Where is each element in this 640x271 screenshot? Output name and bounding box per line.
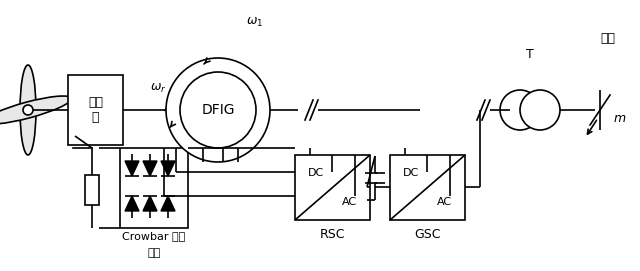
Text: RSC: RSC <box>320 227 345 240</box>
Polygon shape <box>143 196 157 211</box>
Polygon shape <box>125 196 139 211</box>
Text: m: m <box>614 111 626 124</box>
Polygon shape <box>161 161 175 176</box>
Text: DC: DC <box>308 168 324 178</box>
Ellipse shape <box>20 65 36 155</box>
Text: AC: AC <box>436 197 452 207</box>
Bar <box>85 175 99 205</box>
Polygon shape <box>125 161 139 176</box>
Text: 电路: 电路 <box>147 248 161 258</box>
Bar <box>68 75 123 145</box>
Text: DC: DC <box>403 168 419 178</box>
Circle shape <box>180 72 256 148</box>
Bar <box>120 148 188 228</box>
Polygon shape <box>143 161 157 176</box>
Circle shape <box>500 90 540 130</box>
Text: 齿轮
箱: 齿轮 箱 <box>88 96 103 124</box>
Ellipse shape <box>0 96 72 124</box>
Text: GSC: GSC <box>414 227 441 240</box>
Bar <box>390 155 465 220</box>
Text: Crowbar 保护: Crowbar 保护 <box>122 231 186 241</box>
Polygon shape <box>161 196 175 211</box>
Circle shape <box>520 90 560 130</box>
Bar <box>295 155 370 220</box>
Text: AC: AC <box>341 197 356 207</box>
Text: $\omega_r$: $\omega_r$ <box>150 82 166 95</box>
Circle shape <box>23 105 33 115</box>
Text: $\omega_1$: $\omega_1$ <box>246 15 264 28</box>
Text: 电网: 电网 <box>600 31 616 44</box>
Circle shape <box>166 58 270 162</box>
Text: T: T <box>526 49 534 62</box>
Text: DFIG: DFIG <box>201 103 235 117</box>
